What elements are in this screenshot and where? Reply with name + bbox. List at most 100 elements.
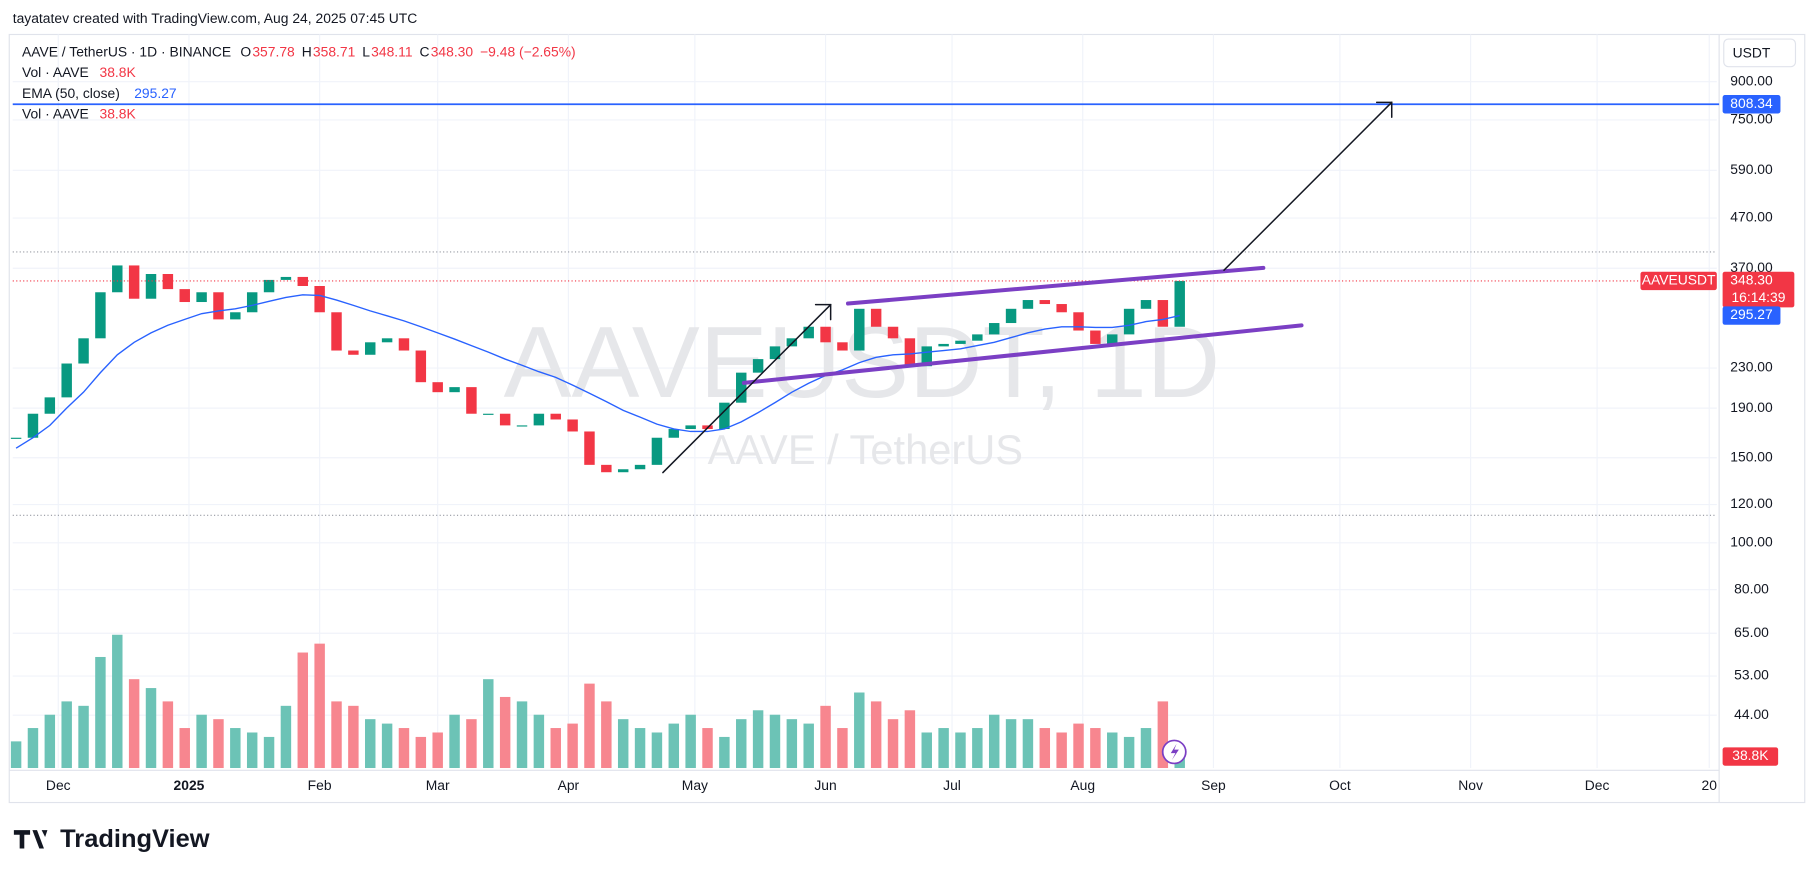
volume-bar bbox=[415, 736, 427, 769]
candle bbox=[263, 279, 275, 293]
volume-bar bbox=[1005, 719, 1017, 769]
volume-bar bbox=[213, 719, 224, 769]
volume-bar bbox=[617, 719, 629, 769]
drawings bbox=[662, 101, 1393, 474]
candle bbox=[550, 413, 561, 420]
y-tick-label: 53.00 bbox=[1734, 667, 1769, 683]
volume-bar bbox=[634, 728, 646, 769]
volume-bar bbox=[61, 701, 72, 769]
volume-bar bbox=[1022, 719, 1034, 769]
volume-bar bbox=[483, 679, 494, 769]
volume-bar bbox=[27, 728, 39, 769]
candle bbox=[668, 429, 680, 438]
candle bbox=[887, 326, 899, 339]
volume-bar bbox=[280, 705, 292, 769]
y-tick-label: 100.00 bbox=[1730, 534, 1773, 550]
volume-bar bbox=[584, 683, 595, 769]
volume-bar bbox=[516, 701, 528, 769]
candle bbox=[904, 338, 916, 367]
volume-bar bbox=[685, 714, 696, 769]
volume-bar bbox=[972, 728, 983, 769]
ohlc-key: L bbox=[362, 44, 370, 60]
candle bbox=[617, 469, 629, 473]
volume-bar bbox=[769, 714, 781, 769]
volume-bar bbox=[1090, 728, 1101, 769]
volume-bar bbox=[938, 728, 949, 769]
candle bbox=[1005, 308, 1017, 324]
candle bbox=[230, 312, 241, 320]
ema-line bbox=[15, 294, 1180, 449]
legend-symbol: AAVE / TetherUS · 1D · BINANCE bbox=[22, 44, 231, 60]
ema-tag bbox=[1722, 306, 1781, 325]
candle bbox=[1039, 300, 1051, 305]
candle bbox=[112, 265, 123, 293]
legend-value: 295.27 bbox=[134, 85, 176, 101]
x-tick-label: Apr bbox=[558, 777, 580, 793]
candle bbox=[651, 437, 663, 465]
x-tick-label: Aug bbox=[1070, 777, 1095, 793]
volume-bar bbox=[466, 719, 477, 769]
candle bbox=[483, 413, 494, 415]
watermark-name: AAVE / TetherUS bbox=[708, 426, 1023, 473]
volume-bar bbox=[1140, 728, 1152, 769]
legend-value: 38.8K bbox=[99, 64, 136, 80]
legend-name: EMA (50, close) bbox=[22, 85, 120, 101]
volume-bar bbox=[820, 705, 831, 769]
symbol-tag-label: AAVEUSDT bbox=[1642, 272, 1716, 288]
volume-bar bbox=[196, 714, 207, 769]
symbol-tag bbox=[1640, 271, 1717, 291]
volume-bar bbox=[904, 710, 916, 769]
currency-button[interactable] bbox=[1723, 38, 1797, 68]
ohlc-key: H bbox=[302, 44, 312, 60]
volume-bar bbox=[398, 728, 410, 769]
candle bbox=[1107, 334, 1118, 344]
volume-bar bbox=[331, 701, 342, 769]
x-tick-label: Feb bbox=[308, 777, 332, 793]
target-tag-label: 808.34 bbox=[1730, 95, 1773, 111]
volume-bar bbox=[870, 701, 882, 769]
target-tag bbox=[1722, 95, 1781, 114]
legend-value: 38.8K bbox=[99, 106, 136, 122]
volume-bar bbox=[837, 728, 848, 769]
candle bbox=[196, 292, 207, 303]
logo-mark bbox=[13, 830, 48, 849]
y-tick-label: 900.00 bbox=[1730, 72, 1773, 88]
arrow bbox=[1223, 101, 1393, 271]
volume-bar bbox=[348, 705, 359, 769]
candle bbox=[972, 334, 983, 341]
x-tick-label: Sep bbox=[1201, 777, 1226, 793]
volume-bar bbox=[449, 714, 460, 769]
volume-bar bbox=[719, 736, 730, 769]
legend-name: Vol · AAVE bbox=[22, 106, 89, 122]
x-tick-label: Nov bbox=[1458, 777, 1483, 793]
legend: AAVE / TetherUS · 1D · BINANCE Vol · AAV… bbox=[22, 44, 231, 122]
ohlc-key: O bbox=[240, 44, 251, 60]
volume-bar bbox=[668, 723, 680, 769]
currency[interactable]: USDT bbox=[1733, 45, 1771, 61]
volume-bar bbox=[786, 719, 798, 769]
candle bbox=[297, 276, 309, 287]
candle bbox=[516, 425, 528, 427]
volume-bar bbox=[601, 701, 612, 769]
candle bbox=[331, 312, 342, 351]
volume-bar bbox=[1123, 736, 1135, 769]
volume-bar bbox=[314, 643, 325, 769]
arrow bbox=[662, 303, 832, 474]
channel-upper bbox=[845, 265, 1266, 306]
volume-bar bbox=[432, 732, 443, 769]
volume-bar bbox=[128, 679, 140, 769]
candle bbox=[786, 338, 798, 347]
volume-bar bbox=[1039, 728, 1051, 769]
candle bbox=[499, 413, 511, 426]
volume-bar bbox=[736, 719, 747, 769]
candle bbox=[1090, 330, 1101, 344]
volume-bar bbox=[44, 714, 56, 769]
candle bbox=[179, 289, 190, 303]
y-tick-label: 65.00 bbox=[1734, 624, 1769, 640]
candle bbox=[280, 276, 292, 280]
candle bbox=[449, 387, 460, 393]
volume-bar bbox=[10, 741, 22, 769]
candle bbox=[803, 326, 814, 339]
volume-bar bbox=[78, 705, 89, 769]
x-tick-label: Dec bbox=[46, 777, 71, 793]
